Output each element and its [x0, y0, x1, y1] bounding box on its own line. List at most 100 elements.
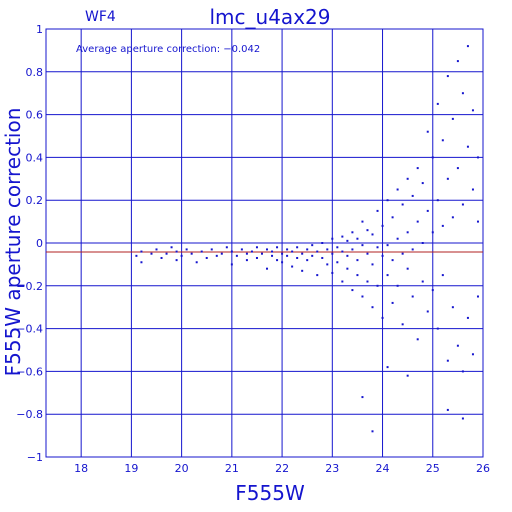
data-point [271, 250, 274, 253]
grid-lines [45, 28, 484, 458]
data-point [476, 220, 479, 223]
x-tick-label: 26 [476, 462, 490, 475]
data-point [306, 248, 309, 251]
x-tick-label: 19 [124, 462, 138, 475]
data-point [331, 252, 334, 255]
data-point [456, 167, 459, 170]
y-tick-label: 0.6 [26, 109, 44, 122]
data-point [371, 263, 374, 266]
data-point [346, 267, 349, 270]
data-point [411, 194, 414, 197]
data-point [160, 256, 163, 259]
data-point [461, 370, 464, 373]
chart-title: lmc_u4ax29 [210, 5, 331, 29]
data-point [336, 246, 339, 249]
data-point [471, 188, 474, 191]
data-point [250, 250, 253, 253]
data-point [456, 344, 459, 347]
data-point [466, 316, 469, 319]
data-point [281, 261, 284, 264]
data-point [376, 284, 379, 287]
x-tick-label: 23 [325, 462, 339, 475]
data-point [175, 259, 178, 262]
data-point [316, 274, 319, 277]
data-point [190, 252, 193, 255]
data-point [366, 280, 369, 283]
data-point [416, 167, 419, 170]
data-point [140, 261, 143, 264]
data-point [426, 310, 429, 313]
data-point [266, 267, 269, 270]
data-point [361, 220, 364, 223]
chart-subtitle: WF4 [85, 9, 116, 25]
data-point [316, 250, 319, 253]
data-point [396, 284, 399, 287]
data-point [381, 254, 384, 257]
data-point [301, 269, 304, 272]
data-point [260, 252, 263, 255]
data-point [376, 209, 379, 212]
data-point [266, 248, 269, 251]
data-point [336, 261, 339, 264]
data-point [326, 248, 329, 251]
data-point [255, 246, 258, 249]
x-tick-label: 21 [225, 462, 239, 475]
data-point [321, 242, 324, 244]
data-point [396, 237, 399, 240]
data-point [311, 244, 314, 247]
data-point [431, 289, 434, 292]
data-point [321, 256, 324, 259]
data-point [180, 254, 183, 257]
data-point [386, 274, 389, 277]
x-tick-labels: 18 19 20 21 22 23 24 25 26 [74, 462, 490, 475]
data-point [225, 246, 228, 249]
data-point [135, 254, 138, 257]
y-tick-label: −1 [27, 451, 43, 464]
data-point [436, 199, 439, 202]
data-point [391, 216, 394, 219]
data-point [331, 271, 334, 274]
data-point [220, 252, 223, 255]
data-point [356, 259, 359, 262]
data-point [466, 145, 469, 148]
data-point [301, 252, 304, 255]
y-tick-label: 1 [36, 23, 43, 36]
data-point [406, 374, 409, 377]
data-point [431, 231, 434, 234]
data-point [426, 130, 429, 133]
data-point [215, 254, 218, 257]
data-point [386, 244, 389, 247]
data-point [286, 254, 289, 257]
data-point [175, 250, 178, 253]
data-point [366, 252, 369, 255]
data-point [361, 396, 364, 399]
y-tick-label: −0.6 [16, 365, 43, 378]
data-points [135, 45, 479, 433]
y-axis-label: F555W aperture correction [1, 108, 25, 377]
data-point [195, 261, 198, 264]
data-point [361, 244, 364, 247]
data-point [441, 274, 444, 277]
y-tick-label: −0.2 [16, 280, 43, 293]
data-point [341, 235, 344, 238]
data-point [205, 256, 208, 259]
data-point [471, 353, 474, 356]
data-point [331, 237, 334, 240]
data-point [291, 265, 294, 268]
data-point [235, 254, 238, 257]
data-point [356, 237, 359, 240]
data-point [351, 231, 354, 234]
data-point [396, 188, 399, 191]
data-point [185, 248, 188, 251]
data-point [421, 280, 424, 283]
data-point [230, 263, 233, 266]
average-annotation: Average aperture correction: −0.042 [76, 44, 260, 55]
data-point [346, 239, 349, 242]
data-point [451, 117, 454, 120]
y-tick-label: 0.4 [26, 151, 44, 164]
data-point [476, 156, 479, 159]
data-point [441, 224, 444, 227]
data-point [461, 417, 464, 420]
data-point [356, 274, 359, 277]
